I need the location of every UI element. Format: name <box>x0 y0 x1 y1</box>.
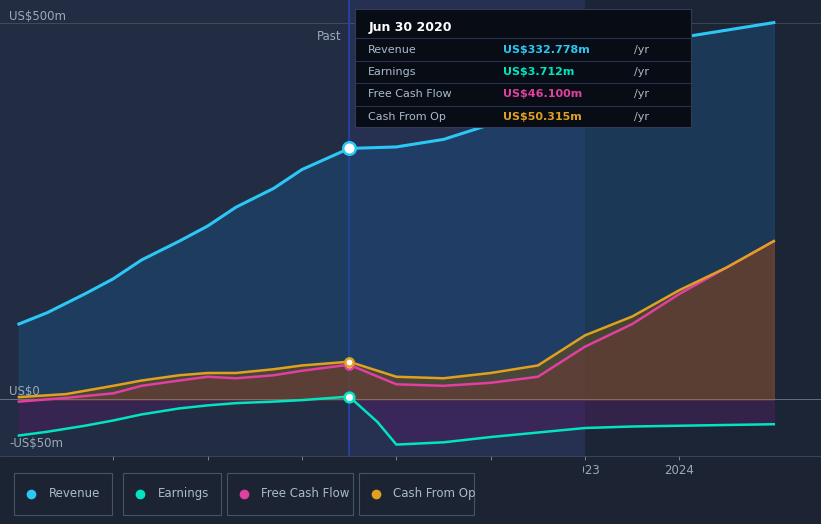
Text: Past: Past <box>317 30 342 43</box>
FancyBboxPatch shape <box>227 473 353 515</box>
Text: US$50.315m: US$50.315m <box>502 112 581 122</box>
Text: Analysts Forecasts: Analysts Forecasts <box>356 30 466 43</box>
Text: /yr: /yr <box>634 90 649 100</box>
Text: Revenue: Revenue <box>48 487 100 500</box>
Bar <box>0 0 349 456</box>
Bar <box>349 0 585 456</box>
Text: -US$50m: -US$50m <box>9 437 63 450</box>
Text: Cash From Op: Cash From Op <box>393 487 475 500</box>
Text: /yr: /yr <box>634 112 649 122</box>
Text: US$3.712m: US$3.712m <box>502 67 574 77</box>
FancyBboxPatch shape <box>359 473 474 515</box>
Text: US$0: US$0 <box>9 385 40 398</box>
Text: Earnings: Earnings <box>158 487 209 500</box>
Text: Cash From Op: Cash From Op <box>368 112 446 122</box>
Text: /yr: /yr <box>634 67 649 77</box>
Text: Revenue: Revenue <box>368 45 417 54</box>
Text: US$46.100m: US$46.100m <box>502 90 582 100</box>
Text: Earnings: Earnings <box>368 67 416 77</box>
Text: Free Cash Flow: Free Cash Flow <box>368 90 452 100</box>
Text: /yr: /yr <box>634 45 649 54</box>
Text: Jun 30 2020: Jun 30 2020 <box>368 20 452 34</box>
FancyBboxPatch shape <box>14 473 112 515</box>
Bar <box>585 0 821 456</box>
Text: Free Cash Flow: Free Cash Flow <box>261 487 350 500</box>
Text: US$500m: US$500m <box>9 9 67 23</box>
Text: US$332.778m: US$332.778m <box>502 45 589 54</box>
FancyBboxPatch shape <box>123 473 221 515</box>
